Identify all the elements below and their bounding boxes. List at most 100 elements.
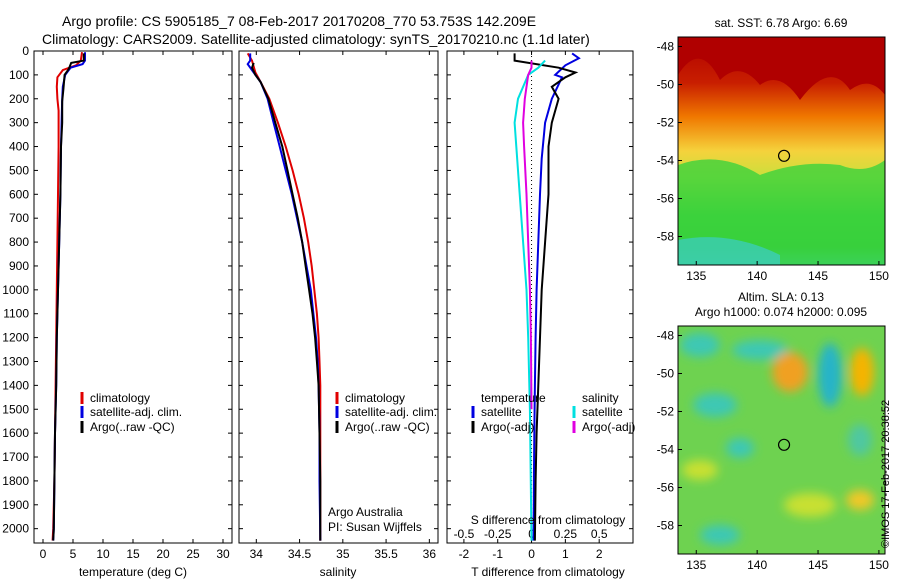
- lat-tick-label: -52: [657, 405, 675, 419]
- s-tick-label: 0.5: [591, 527, 608, 541]
- x-tick-label: 36: [423, 547, 437, 561]
- salinity-panel: 34 34.5 35 35.5 36 salinity climatology sate…: [238, 50, 439, 579]
- lat-tick-label: -50: [657, 78, 675, 92]
- sla-map-frame: [677, 325, 886, 555]
- t-difference-label: T difference from climatology: [471, 565, 625, 579]
- x-tick-label: -1: [492, 547, 503, 561]
- temperature-series: [51, 52, 86, 541]
- s-tick-label: -0.25: [484, 527, 512, 541]
- sla-map-panel: Altim. SLA: 0.13 Argo h1000: 0.074 h2000…: [657, 290, 890, 572]
- temperature-legend: climatology satellite-adj. clim. Argo(..…: [80, 391, 182, 434]
- depth-tick-label: 1600: [2, 426, 29, 440]
- lat-tick-label: -48: [657, 40, 675, 54]
- depth-tick-label: 0: [22, 44, 29, 58]
- x-tick-label: 0: [40, 547, 47, 561]
- depth-tick-label: 200: [9, 92, 29, 106]
- x-tick-label: 35: [336, 547, 350, 561]
- legend-satellite-label: satellite-adj. clim.: [90, 405, 182, 419]
- argo-float-marker: [777, 438, 791, 451]
- depth-tick-label: 100: [9, 68, 29, 82]
- salinity-x-label: salinity: [320, 565, 357, 579]
- series-line-argo-raw-qc-: [52, 53, 85, 541]
- salinity-legend: climatology satellite-adj. clim. Argo(..…: [335, 391, 437, 434]
- figure-title-line2: Climatology: CARS2009. Satellite-adjuste…: [42, 31, 590, 47]
- sla-map-title: Altim. SLA: 0.13: [738, 290, 824, 304]
- depth-tick-label: 800: [9, 235, 29, 249]
- lat-tick-label: -58: [657, 519, 675, 533]
- difference-series: [513, 52, 581, 541]
- lon-tick-label: 145: [808, 269, 828, 283]
- sla-low-blob: [732, 340, 788, 360]
- x-tick-label: 15: [126, 547, 140, 561]
- salinity-series: [246, 52, 322, 541]
- sst-coldest-region: [678, 237, 780, 265]
- legend-s-argo-label: Argo(-adj): [582, 420, 635, 434]
- series-line-t-argo-adj-: [513, 53, 579, 541]
- x-tick-label: 2: [596, 547, 603, 561]
- lat-tick-label: -56: [657, 192, 675, 206]
- x-tick-label: -2: [459, 547, 470, 561]
- depth-tick-label: 1500: [2, 402, 29, 416]
- legend-t-argo-label: Argo(-adj): [481, 420, 534, 434]
- depth-tick-label: 500: [9, 163, 29, 177]
- x-tick-label: 5: [70, 547, 77, 561]
- lat-tick-label: -56: [657, 481, 675, 495]
- depth-tick-label: 1300: [2, 354, 29, 368]
- lon-tick-label: 135: [686, 558, 706, 572]
- depth-tick-label: 1700: [2, 450, 29, 464]
- x-tick-label: 34: [250, 547, 264, 561]
- legend-climatology-label: climatology: [90, 391, 150, 405]
- sst-map-frame: [677, 36, 886, 266]
- legend-t-satellite-label: satellite: [481, 405, 522, 419]
- series-line-s-satellite: [513, 59, 546, 541]
- s-tick-label: -0.5: [454, 527, 475, 541]
- sla-map-subtitle: Argo h1000: 0.074 h2000: 0.095: [695, 305, 867, 319]
- sst-map-title: sat. SST: 6.78 Argo: 6.69: [715, 16, 848, 30]
- legend-argo-label: Argo(..raw -QC): [345, 420, 430, 434]
- difference-axes-box: [446, 50, 634, 544]
- series-line-s-argo-adj-: [522, 60, 533, 410]
- s-tick-label: 0.25: [554, 527, 578, 541]
- sla-low-blob: [818, 343, 842, 407]
- sla-low-blob: [726, 438, 754, 458]
- sst-lon-ticks: 135 140 145 150: [686, 261, 889, 283]
- credit-institution: Argo Australia: [328, 505, 403, 519]
- sst-cold-region: [678, 159, 885, 265]
- lat-tick-label: -48: [657, 329, 675, 343]
- series-line-argo-raw-qc-: [250, 62, 322, 541]
- legend-satellite-label: satellite-adj. clim.: [345, 405, 437, 419]
- lon-tick-label: 135: [686, 269, 706, 283]
- lon-tick-label: 150: [869, 558, 889, 572]
- legend-argo-label: Argo(..raw -QC): [90, 420, 175, 434]
- legend-climatology-label: climatology: [345, 391, 405, 405]
- depth-tick-label: 1800: [2, 474, 29, 488]
- legend-salinity-title: salinity: [582, 391, 619, 405]
- depth-tick-label: 1200: [2, 331, 29, 345]
- sst-lat-ticks: -48 -50 -52 -54 -56 -58: [657, 40, 682, 244]
- depth-tick-label: 400: [9, 140, 29, 154]
- temperature-panel: 0100200300400500600700800900100011001200…: [2, 44, 233, 579]
- x-tick-label: 1: [562, 547, 569, 561]
- sla-high-blob: [784, 493, 836, 517]
- x-tick-label: 35.5: [374, 547, 398, 561]
- legend-s-satellite-label: satellite: [582, 405, 623, 419]
- depth-tick-label: 700: [9, 211, 29, 225]
- x-tick-label: 34.5: [288, 547, 312, 561]
- depth-tick-label: 1900: [2, 498, 29, 512]
- imos-timestamp: ©IMOS 17-Feb-2017 20:38:52: [880, 400, 892, 548]
- lon-tick-label: 140: [747, 558, 767, 572]
- sla-low-blob: [848, 424, 872, 456]
- credit-pi: PI: Susan Wijffels: [328, 520, 422, 534]
- sla-low-blob: [700, 525, 740, 545]
- x-tick-label: 25: [186, 547, 200, 561]
- sla-low-blob: [693, 393, 737, 417]
- depth-tick-label: 300: [9, 116, 29, 130]
- lat-tick-label: -52: [657, 116, 675, 130]
- depth-tick-label: 600: [9, 187, 29, 201]
- lat-tick-label: -58: [657, 230, 675, 244]
- salinity-x-ticks: 34 34.5 35 35.5 36: [239, 50, 438, 561]
- lat-tick-label: -50: [657, 367, 675, 381]
- x-tick-label: 20: [156, 547, 170, 561]
- temperature-x-ticks: 0 5 10 15 20 25 30: [34, 50, 232, 561]
